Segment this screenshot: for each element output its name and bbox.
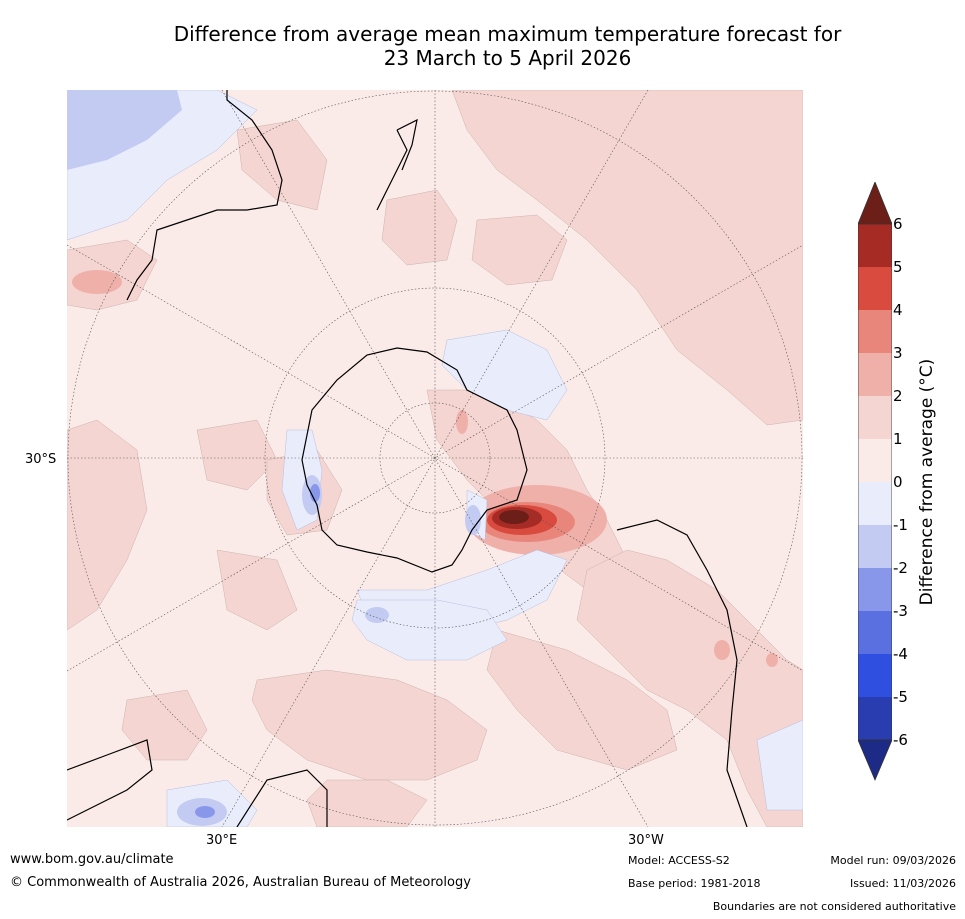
- colorbar-svg: [857, 180, 893, 782]
- africa-south-coast: [236, 769, 328, 827]
- disclaimer-text: Boundaries are not considered authoritat…: [712, 900, 956, 913]
- anomaly-minus-0-1-patches: [67, 90, 803, 827]
- africa-coast: [67, 739, 153, 821]
- colorbar-under-arrow: [857, 739, 893, 782]
- colorbar-bin-4-5: [858, 267, 892, 310]
- colorbar-bin-3-4: [858, 310, 892, 353]
- polar-anomaly-map: [67, 90, 803, 827]
- colorbar-bin-1-2: [858, 396, 892, 439]
- anomaly-over-6-patches: [499, 510, 529, 524]
- colorbar-bin-m6-m5: [858, 697, 892, 740]
- colorbar-tick: 5: [893, 258, 903, 276]
- title-line-1: Difference from average mean maximum tem…: [173, 22, 842, 46]
- map-canvas: [67, 90, 803, 827]
- colorbar-bin-m1-0: [858, 482, 892, 525]
- model-text: Model: ACCESS-S2: [628, 854, 730, 867]
- colorbar-over-arrow: [857, 180, 893, 225]
- colorbar-bin-m2-m1: [858, 525, 892, 568]
- lat-label-30s: 30°S: [25, 452, 57, 467]
- colorbar-bin-2-3: [858, 353, 892, 396]
- new-zealand-coast: [376, 118, 418, 211]
- colorbar-tick: -5: [893, 688, 908, 706]
- anomaly-minus-2-3-patches: [195, 484, 320, 818]
- colorbar-tick: 1: [893, 430, 903, 448]
- coastlines: [67, 90, 748, 827]
- colorbar-bin-m5-m4: [858, 654, 892, 697]
- colorbar-tick: 2: [893, 387, 903, 405]
- lon-label-30w: 30°W: [628, 833, 664, 848]
- lon-label-30e: 30°E: [206, 833, 238, 848]
- title-line-2: 23 March to 5 April 2026: [383, 46, 632, 70]
- graticule: [67, 90, 803, 827]
- australia-coast: [126, 90, 283, 301]
- base-period-text: Base period: 1981-2018: [628, 877, 761, 890]
- map-title: Difference from average mean maximum tem…: [60, 22, 955, 70]
- colorbar-tick: 3: [893, 344, 903, 362]
- colorbar: [857, 180, 893, 786]
- antarctica-coast: [301, 347, 528, 573]
- model-run-text: Model run: 09/03/2026: [830, 854, 956, 867]
- colorbar-tick: -6: [893, 731, 908, 749]
- colorbar-tick: 6: [893, 215, 903, 233]
- bom-link[interactable]: www.bom.gov.au/climate: [10, 852, 174, 867]
- colorbar-tick: -3: [893, 602, 908, 620]
- colorbar-bin-m4-m3: [858, 611, 892, 654]
- colorbar-bin-m3-m2: [858, 568, 892, 611]
- colorbar-title: Difference from average (°C): [917, 358, 937, 606]
- colorbar-bin-0-1: [858, 439, 892, 482]
- south-america-coast: [616, 519, 748, 827]
- colorbar-tick: -4: [893, 645, 908, 663]
- colorbar-tick: 0: [893, 473, 903, 491]
- colorbar-tick: -1: [893, 516, 908, 534]
- colorbar-tick: -2: [893, 559, 908, 577]
- colorbar-bin-5-6: [858, 224, 892, 267]
- issued-text: Issued: 11/03/2026: [849, 877, 956, 890]
- colorbar-tick: 4: [893, 301, 903, 319]
- copyright-text: © Commonwealth of Australia 2026, Austra…: [10, 875, 471, 890]
